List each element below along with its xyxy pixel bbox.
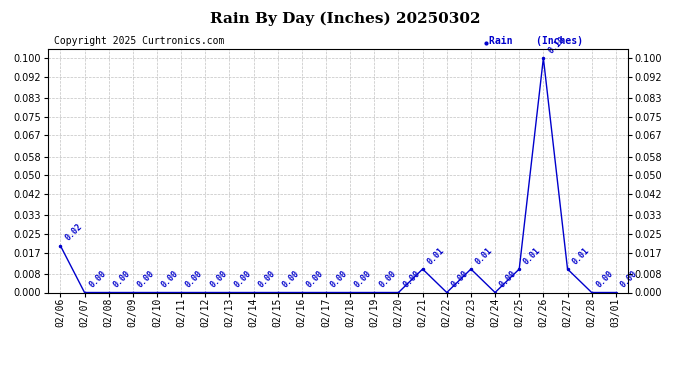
- Text: Rain By Day (Inches) 20250302: Rain By Day (Inches) 20250302: [210, 11, 480, 26]
- Text: 0.00: 0.00: [353, 269, 373, 290]
- Text: 0.00: 0.00: [257, 269, 277, 290]
- Text: 0.00: 0.00: [595, 269, 615, 290]
- Text: 0.00: 0.00: [619, 269, 639, 290]
- Text: 0.00: 0.00: [377, 269, 397, 290]
- Text: 0.00: 0.00: [498, 269, 518, 290]
- Text: 0.00: 0.00: [450, 269, 470, 290]
- Text: Rain    (Inches): Rain (Inches): [489, 36, 583, 46]
- Text: 0.00: 0.00: [112, 269, 132, 290]
- Text: 0.01: 0.01: [522, 246, 542, 266]
- Text: 0.01: 0.01: [571, 246, 591, 266]
- Text: 0.00: 0.00: [281, 269, 301, 290]
- Text: 0.01: 0.01: [426, 246, 446, 266]
- Text: 0.10: 0.10: [546, 35, 566, 56]
- Text: 0.01: 0.01: [474, 246, 494, 266]
- Text: 0.00: 0.00: [208, 269, 228, 290]
- Text: 0.00: 0.00: [233, 269, 253, 290]
- Text: Copyright 2025 Curtronics.com: Copyright 2025 Curtronics.com: [54, 36, 224, 46]
- Text: 0.00: 0.00: [136, 269, 156, 290]
- Text: 0.00: 0.00: [184, 269, 204, 290]
- Text: 0.00: 0.00: [160, 269, 180, 290]
- Text: 0.02: 0.02: [63, 222, 83, 243]
- Text: 0.00: 0.00: [402, 269, 422, 290]
- Text: 0.00: 0.00: [329, 269, 349, 290]
- Text: 0.00: 0.00: [305, 269, 325, 290]
- Text: 0.00: 0.00: [88, 269, 108, 290]
